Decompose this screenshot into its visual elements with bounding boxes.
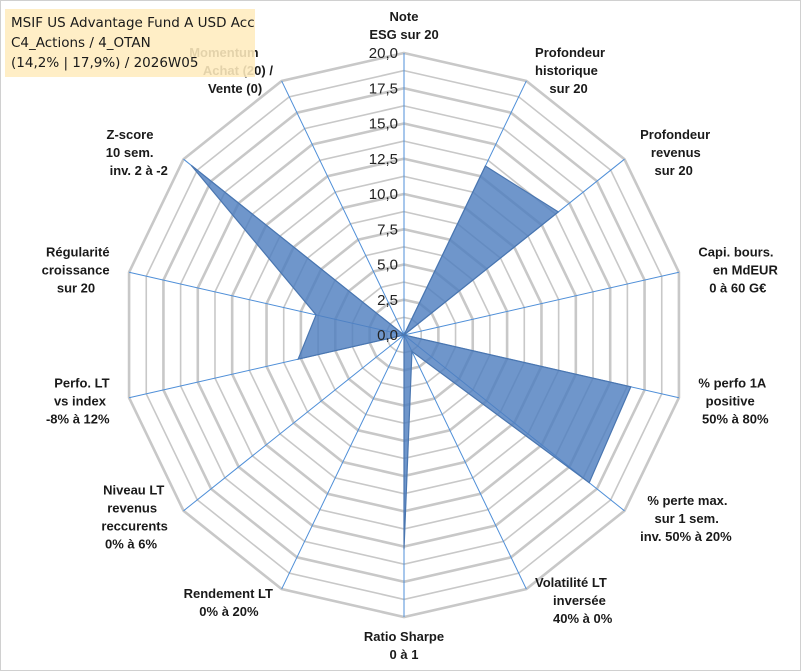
axis-label: positive: [706, 393, 755, 408]
axis-label: 0% à 20%: [199, 604, 259, 619]
axis-label-group: Profondeur revenus sur 20: [640, 127, 710, 178]
tick-label: 2,5: [377, 292, 398, 309]
axis-label: Profondeur: [535, 45, 605, 60]
axis-label: 0% à 6%: [105, 537, 157, 552]
axis-label: vs index: [54, 393, 107, 408]
tick-label: 10,0: [369, 186, 398, 203]
axis-label: en MdEUR: [713, 263, 779, 278]
axis-label: revenus: [107, 501, 157, 516]
axis-label: Perfo. LT: [54, 375, 109, 390]
axis-label: 40% à 0%: [553, 611, 613, 626]
tick-label: 7,5: [377, 221, 398, 238]
axis-label: inversée: [553, 593, 606, 608]
axis-label: Volatilité LT: [535, 575, 607, 590]
tick-label: 15,0: [369, 116, 398, 133]
chart-title-line1: MSIF US Advantage Fund A USD Acc: [11, 13, 249, 33]
axis-label: revenus: [651, 145, 701, 160]
tick-label: 5,0: [377, 257, 398, 274]
axis-label: Vente (0): [208, 81, 262, 96]
axis-label-group: Régularité croissance sur 20: [42, 245, 110, 296]
axis-label: inv. 2 à -2: [110, 163, 168, 178]
axis-label: 0 à 1: [390, 647, 419, 662]
axis-label: reccurents: [101, 519, 167, 534]
tick-label: 17,5: [369, 80, 398, 97]
axis-label: historique: [535, 63, 598, 78]
axis-label-group: Z-score 10 sem. inv. 2 à -2: [106, 127, 168, 178]
axis-label: croissance: [42, 263, 110, 278]
axis-label: Niveau LT: [103, 483, 164, 498]
axis-label-group: Ratio Sharpe 0 à 1: [364, 629, 444, 662]
axis-label: sur 1 sem.: [655, 511, 719, 526]
axis-label-group: Perfo. LT vs index -8% à 12%: [46, 375, 110, 426]
axis-label-group: % perfo 1A positive 50% à 80%: [698, 375, 769, 426]
axis-label-group: Note ESG sur 20: [369, 9, 438, 42]
tick-label: 20,0: [369, 45, 398, 62]
axis-label-group: Volatilité LT inversée 40% à 0%: [535, 575, 613, 626]
axis-label: Rendement LT: [184, 586, 273, 601]
axis-label-group: Capi. bours. en MdEUR 0 à 60 G€: [698, 245, 778, 296]
tick-label: 0,0: [377, 327, 398, 344]
axis-label: ESG sur 20: [369, 27, 438, 42]
axis-label: Régularité: [46, 245, 110, 260]
axis-label: sur 20: [57, 281, 95, 296]
tick-label: 12,5: [369, 151, 398, 168]
chart-title-line3: (14,2% | 17,9%) / 2026W05: [11, 53, 249, 73]
tick-layer: 0,0 2,5 5,0 7,5 10,0 12,5 15,0 17,5 20,0: [369, 45, 398, 344]
axis-label-group: Profondeur historique sur 20: [535, 45, 605, 96]
axis-label: sur 20: [549, 81, 587, 96]
axis-label: -8% à 12%: [46, 411, 110, 426]
axis-label: Z-score: [107, 127, 154, 142]
axis-label: inv. 50% à 20%: [640, 529, 732, 544]
axis-label: % perte max.: [647, 493, 727, 508]
axis-label-group: Rendement LT 0% à 20%: [184, 586, 273, 619]
axis-label: Ratio Sharpe: [364, 629, 444, 644]
axis-label-group: % perte max. sur 1 sem. inv. 50% à 20%: [640, 493, 732, 544]
axis-label: % perfo 1A: [698, 375, 767, 390]
axis-label: 50% à 80%: [702, 411, 769, 426]
axis-label: Note: [390, 9, 419, 24]
axis-label: sur 20: [655, 163, 693, 178]
axis-label: 10 sem.: [106, 145, 154, 160]
axis-label-group: Niveau LT revenus reccurents 0% à 6%: [101, 483, 167, 552]
axis-label: 0 à 60 G€: [709, 281, 766, 296]
chart-title-line2: C4_Actions / 4_OTAN: [11, 33, 249, 53]
chart-title-box: MSIF US Advantage Fund A USD Acc C4_Acti…: [5, 9, 255, 77]
axis-label: Profondeur: [640, 127, 710, 142]
axis-label: Capi. bours.: [698, 245, 773, 260]
